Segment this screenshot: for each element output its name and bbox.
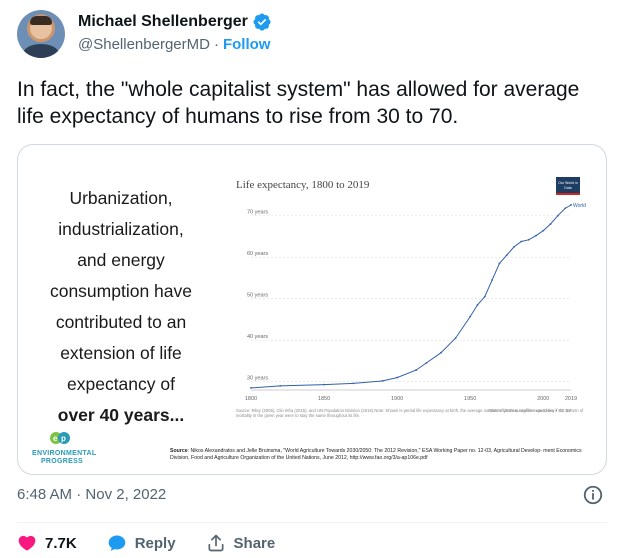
info-icon[interactable] <box>582 484 604 506</box>
x-tick-label: 2000 <box>537 396 549 402</box>
quote-line: extension of life <box>60 343 182 363</box>
chart-title: Life expectancy, 1800 to 2019 <box>236 179 370 191</box>
author-name[interactable]: Michael Shellenberger <box>78 13 248 30</box>
action-bar: 7.7K Reply Share <box>17 532 305 554</box>
owid-logo: Our World in Data <box>556 177 580 195</box>
data-point <box>505 254 508 257</box>
data-point <box>483 295 486 298</box>
divider <box>17 522 607 523</box>
tweet-timestamp[interactable]: 6:48 AM · Nov 2, 2022 <box>17 486 166 503</box>
quote-line: industrialization, <box>58 219 184 239</box>
ep-logo-line: PROGRESS <box>40 458 84 465</box>
series-line-world <box>250 204 572 389</box>
follow-button[interactable]: Follow <box>222 36 271 53</box>
share-button[interactable]: Share <box>206 533 276 553</box>
data-point <box>564 207 567 210</box>
data-point <box>491 279 493 281</box>
tweet-media-image[interactable]: Urbanization, industrialization, and ene… <box>17 144 607 475</box>
x-tick-label: 1800 <box>245 396 257 402</box>
svg-text:e: e <box>53 434 58 443</box>
quote-panel: Urbanization, industrialization, and ene… <box>18 145 223 474</box>
data-point <box>570 204 572 206</box>
like-count: 7.7K <box>45 534 77 552</box>
y-tick-label: 30 years <box>247 376 268 382</box>
data-point <box>476 304 479 306</box>
reply-icon <box>108 535 126 551</box>
environmental-progress-logo: e p ENVIRONMENTAL PROGRESS <box>32 431 97 466</box>
quote-text: Urbanization, industrialization, and ene… <box>26 183 216 431</box>
y-tick-label: 60 years <box>247 251 268 257</box>
avatar-hair <box>30 16 52 25</box>
x-tick-label: 1900 <box>391 396 403 402</box>
quote-line: expectancy of <box>67 374 175 394</box>
data-point <box>415 369 418 371</box>
verified-badge-icon <box>253 13 271 31</box>
avatar[interactable] <box>17 10 65 58</box>
data-point <box>352 382 355 385</box>
life-expectancy-chart: Life expectancy, 1800 to 2019 Our World … <box>223 145 606 474</box>
chart-plot: 30 years 40 years 50 years 60 years 70 years… <box>245 203 586 402</box>
y-tick-label: 40 years <box>247 334 268 340</box>
tweet-time: 6:48 AM <box>17 486 73 503</box>
ep-logo-icon: e p <box>50 432 70 444</box>
data-point <box>425 362 428 364</box>
ep-logo-line: ENVIRONMENTAL <box>32 450 97 457</box>
source-text: : Nikos Alexandratos and Jelle Bruinsma,… <box>170 448 582 461</box>
reply-button[interactable]: Reply <box>107 533 176 553</box>
data-point <box>250 387 252 389</box>
data-point <box>279 384 282 387</box>
timestamp-separator: · <box>76 486 82 503</box>
data-point <box>381 379 384 382</box>
data-point <box>527 238 530 241</box>
x-tick-label: 2019 <box>565 396 577 402</box>
data-point <box>513 245 515 248</box>
x-tick-label: 1850 <box>318 396 330 402</box>
data-point <box>440 351 442 354</box>
tweet-date: Nov 2, 2022 <box>85 486 167 503</box>
chart-license-note: OurWorldInData.org/life-expectancy • CC … <box>488 408 572 413</box>
quote-line: contributed to an <box>55 312 187 332</box>
data-point <box>469 315 472 318</box>
svg-text:p: p <box>61 434 66 443</box>
handle-separator: · <box>213 36 219 53</box>
x-tick-label: 1950 <box>464 396 476 402</box>
quote-line: consumption have <box>49 281 193 301</box>
author-handle[interactable]: @ShellenbergerMD <box>78 36 210 53</box>
y-tick-label: 70 years <box>247 210 268 216</box>
data-point <box>549 223 552 225</box>
data-point <box>454 337 457 340</box>
source-label: Source <box>170 448 188 454</box>
series-label: World <box>573 203 586 209</box>
like-button[interactable]: 7.7K <box>17 533 77 553</box>
image-source-citation: Source: Nikos Alexandratos and Jelle Bru… <box>170 448 600 462</box>
data-point <box>396 376 399 379</box>
y-tick-label: 50 years <box>247 293 268 299</box>
owid-logo-text: Our World in Data <box>558 181 578 190</box>
quote-line: Urbanization, <box>69 188 173 208</box>
heart-icon <box>18 535 36 551</box>
quote-line: and energy <box>77 250 165 270</box>
tweet-text: In fact, the "whole capitalist system" h… <box>17 78 580 128</box>
data-point <box>535 234 537 237</box>
chart-source-note: Source: Riley (2005), Clio Infra (2015),… <box>236 408 584 419</box>
data-point <box>542 229 545 232</box>
avatar-shirt <box>23 44 59 58</box>
data-point <box>520 240 523 243</box>
quote-emphasis: over 40 years... <box>57 405 185 425</box>
share-icon <box>208 534 224 552</box>
reply-label: Reply <box>134 534 176 552</box>
data-point <box>498 262 501 265</box>
data-point <box>323 383 325 386</box>
share-label: Share <box>233 534 276 552</box>
author-block: Michael Shellenberger @ShellenbergerMD ·… <box>78 12 272 53</box>
data-point <box>556 214 559 217</box>
